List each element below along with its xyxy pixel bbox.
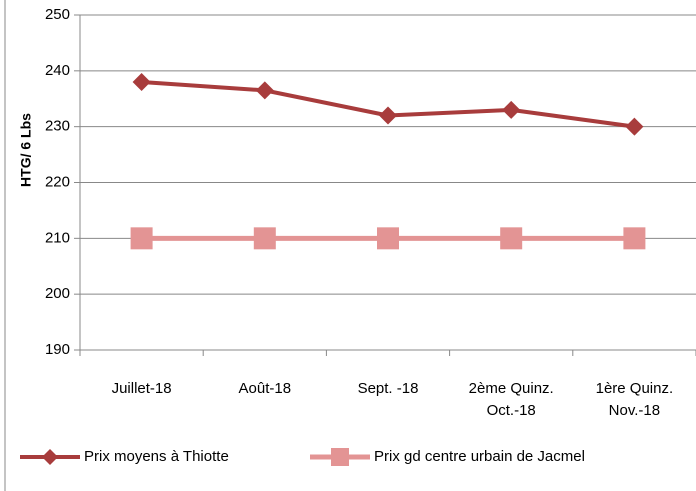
legend-label: Prix gd centre urbain de Jacmel bbox=[374, 448, 585, 465]
y-tick-label: 210 bbox=[45, 229, 70, 246]
x-tick-label: 2ème Quinz. Oct.-18 bbox=[468, 380, 554, 419]
y-tick-label: 220 bbox=[45, 173, 70, 190]
point bbox=[255, 81, 274, 100]
y-tick-label: 250 bbox=[45, 6, 70, 23]
legend-label: Prix moyens à Thiotte bbox=[84, 448, 229, 465]
point bbox=[253, 227, 276, 250]
y-tick-label: 190 bbox=[45, 341, 70, 358]
point bbox=[623, 227, 646, 250]
y-tick-label: 200 bbox=[45, 285, 70, 302]
x-tick-label: Août-18 bbox=[238, 380, 292, 397]
y-tick-label: 230 bbox=[45, 118, 70, 135]
point bbox=[502, 100, 521, 119]
point bbox=[379, 106, 397, 125]
point bbox=[130, 227, 153, 250]
point bbox=[331, 448, 349, 466]
y-tick-label: 240 bbox=[45, 62, 70, 79]
point bbox=[377, 227, 399, 250]
x-tick-label: Juillet-18 bbox=[111, 380, 172, 397]
point bbox=[625, 117, 644, 136]
x-tick-label: 1ère Quinz. Nov.-18 bbox=[595, 380, 674, 419]
x-tick-label: Sept. -18 bbox=[357, 380, 419, 397]
point bbox=[500, 227, 523, 250]
point bbox=[132, 73, 151, 91]
y-axis-label: HTG/ 6 Lbs bbox=[18, 113, 34, 187]
point bbox=[42, 449, 58, 465]
